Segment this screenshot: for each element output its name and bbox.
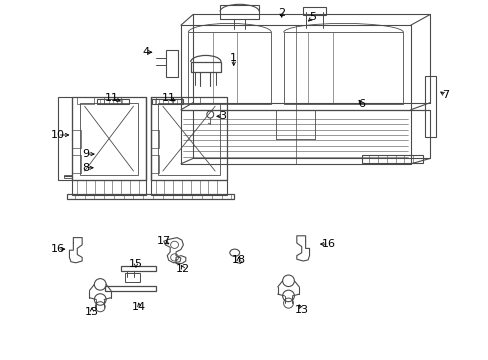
Bar bbox=[125, 273, 140, 282]
Text: 16: 16 bbox=[51, 244, 64, 254]
Bar bbox=[105, 286, 156, 291]
Text: 11: 11 bbox=[104, 93, 118, 103]
Text: 6: 6 bbox=[358, 99, 365, 109]
Bar bbox=[425, 76, 435, 137]
Text: 15: 15 bbox=[129, 258, 142, 269]
Bar bbox=[155, 97, 172, 104]
Text: 11: 11 bbox=[162, 93, 175, 103]
Text: 13: 13 bbox=[85, 307, 99, 318]
Text: 16: 16 bbox=[321, 239, 335, 249]
Bar bbox=[121, 266, 156, 271]
Text: 18: 18 bbox=[231, 255, 245, 265]
Bar bbox=[166, 50, 178, 77]
Text: 2: 2 bbox=[278, 8, 285, 18]
Bar bbox=[302, 7, 325, 15]
Text: 3: 3 bbox=[219, 111, 226, 121]
Bar bbox=[158, 103, 220, 175]
Text: 13: 13 bbox=[295, 305, 308, 315]
Bar bbox=[104, 97, 121, 104]
Bar bbox=[220, 5, 259, 19]
Bar bbox=[150, 180, 227, 195]
Bar bbox=[72, 97, 145, 180]
Bar bbox=[150, 130, 159, 148]
Bar bbox=[80, 103, 138, 175]
Bar bbox=[182, 97, 199, 104]
Bar bbox=[72, 155, 81, 173]
Bar bbox=[67, 194, 233, 199]
Text: 9: 9 bbox=[82, 149, 89, 159]
Text: 14: 14 bbox=[132, 302, 146, 312]
Bar bbox=[72, 180, 145, 195]
Text: 5: 5 bbox=[309, 12, 316, 22]
Bar bbox=[150, 155, 159, 173]
Bar bbox=[97, 99, 128, 104]
Bar bbox=[150, 97, 227, 180]
Bar bbox=[151, 99, 183, 104]
Bar bbox=[72, 130, 81, 148]
Text: 10: 10 bbox=[51, 130, 64, 140]
Text: 8: 8 bbox=[82, 163, 89, 173]
Bar bbox=[188, 32, 271, 104]
Text: 1: 1 bbox=[230, 53, 237, 63]
Text: 17: 17 bbox=[157, 236, 170, 246]
Bar bbox=[58, 97, 72, 180]
Bar bbox=[361, 155, 422, 163]
Bar bbox=[190, 62, 221, 72]
Bar bbox=[63, 175, 72, 178]
Text: 4: 4 bbox=[142, 47, 149, 57]
Bar bbox=[283, 32, 403, 104]
Bar bbox=[77, 97, 94, 104]
Text: 12: 12 bbox=[176, 264, 190, 274]
Text: 7: 7 bbox=[442, 90, 448, 100]
